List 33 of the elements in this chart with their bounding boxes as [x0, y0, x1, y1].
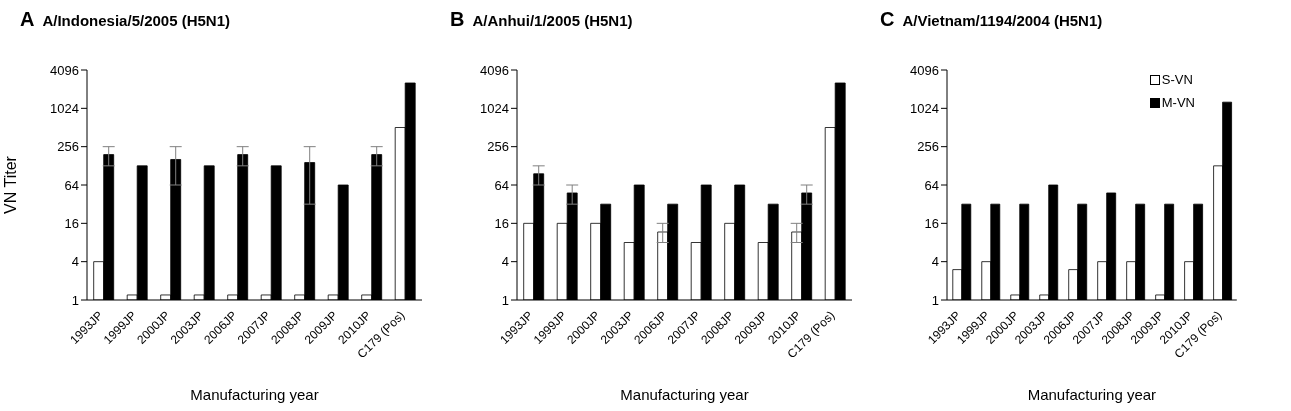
text: A — [20, 8, 35, 30]
y-tick-label: 256 — [487, 139, 509, 155]
legend-label: M-VN — [1161, 95, 1195, 110]
y-tick-label: 4 — [71, 254, 79, 270]
y-tick-label: 256 — [57, 139, 79, 155]
y-tick-label: 1 — [71, 292, 79, 308]
y-tick-label: 4096 — [910, 62, 939, 78]
x-axis-title: Manufacturing year — [620, 386, 749, 403]
legend-label: S-VN — [1161, 72, 1193, 87]
y-tick-label: 64 — [924, 177, 939, 193]
y-tick-label: 1 — [931, 292, 939, 308]
y-tick-label: 4096 — [480, 62, 509, 78]
chart-title: A/Indonesia/5/2005 (H5N1) — [42, 12, 231, 29]
text: C — [880, 8, 895, 30]
y-tick-label: 64 — [494, 177, 509, 193]
y-tick-label: 256 — [917, 139, 939, 155]
x-axis-title: Manufacturing year — [1027, 386, 1157, 403]
y-tick-label: 1024 — [480, 100, 509, 116]
y-tick-label: 1 — [501, 292, 509, 308]
y-tick-label: 4 — [931, 254, 939, 270]
y-axis-title: VN Titer — [1, 155, 19, 214]
y-tick-label: 16 — [924, 215, 939, 231]
chart-title: A/Anhui/1/2005 (H5N1) — [472, 12, 633, 29]
y-tick-label: 1024 — [50, 100, 79, 116]
chart-title: A/Vietnam/1194/2004 (H5N1) — [902, 12, 1103, 29]
y-tick-label: 16 — [494, 215, 509, 231]
y-tick-label: 4 — [501, 254, 509, 270]
y-tick-label: 16 — [64, 215, 79, 231]
y-tick-label: 1024 — [910, 100, 939, 116]
y-tick-label: 4096 — [50, 62, 79, 78]
text: B — [450, 8, 465, 30]
x-axis-title: Manufacturing year — [190, 386, 319, 403]
y-tick-label: 64 — [64, 177, 79, 193]
